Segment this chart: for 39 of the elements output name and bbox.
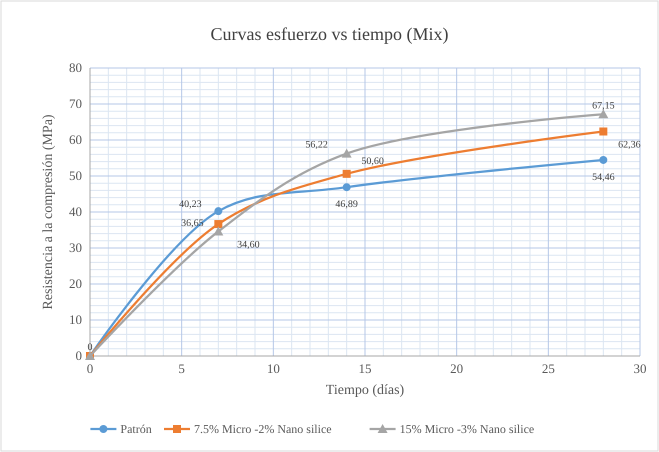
y-tick-label: 30 [69,240,82,255]
y-tick-label: 80 [69,60,82,75]
point [599,128,608,136]
data-label: 34,60 [237,239,260,250]
y-tick-label: 10 [69,312,82,327]
y-tick-label: 40 [69,204,82,219]
data-label: 67,15 [592,100,615,112]
y-axis-title: Resistencia a la compresión (MPa) [41,114,56,310]
legend-label: Patrón [120,422,152,436]
legend-label: 7.5% Micro -2% Nano silice [194,422,332,436]
y-tick-label: 0 [76,348,82,363]
x-tick-label: 20 [450,361,464,376]
chart-title: Curvas esfuerzo vs tiempo (Mix) [210,24,448,44]
point [214,220,222,228]
y-tick-label: 20 [69,276,82,291]
y-tick-label: 70 [69,96,82,111]
point [599,156,608,164]
point [342,183,351,192]
point [214,207,222,216]
x-tick-label: 10 [266,361,280,376]
data-label: 62,36 [618,140,641,151]
data-label: 0 [88,342,92,353]
legend-label: 15% Micro -3% Nano silice [400,422,534,436]
point [213,226,224,236]
y-tick-label: 60 [69,132,82,147]
data-label: 50,60 [361,156,384,167]
point [342,148,352,158]
x-tick-label: 25 [542,361,555,376]
data-label: 54,46 [592,172,615,183]
x-tick-label: 0 [86,361,94,376]
y-tick-label: 50 [69,168,82,183]
point [342,170,351,178]
x-tick-label: 5 [178,361,185,376]
x-tick-label: 15 [358,361,372,376]
data-label: 46,89 [335,199,358,210]
data-label: 56,22 [305,140,328,151]
x-axis-title: Tiempo (días) [326,383,405,398]
data-label: 40,23 [179,199,202,210]
x-tick-label: 30 [634,361,646,376]
